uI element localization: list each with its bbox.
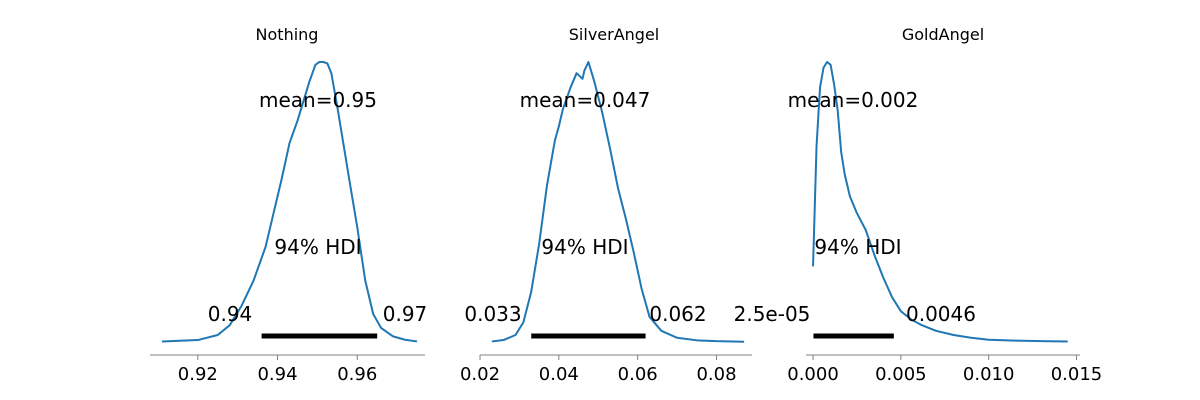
hdi-high-label: 0.062 (649, 302, 706, 326)
hdi-high-label: 0.97 (383, 302, 428, 326)
x-tick-label: 0.010 (963, 364, 1015, 385)
x-tick-label: 0.96 (337, 364, 377, 385)
hdi-low-label: 0.94 (208, 302, 253, 326)
hdi-label: 94% HDI (274, 235, 361, 259)
hdi-high-label: 0.0046 (906, 302, 976, 326)
x-tick-label: 0.02 (460, 364, 500, 385)
panel-title: SilverAngel (569, 25, 659, 44)
mean-label: mean=0.95 (259, 88, 377, 112)
density-curve (491, 61, 745, 343)
hdi-low-label: 0.033 (464, 302, 521, 326)
mean-label: mean=0.047 (520, 88, 651, 112)
x-tick-label: 0.08 (696, 364, 736, 385)
x-tick-label: 0.94 (257, 364, 297, 385)
panel-goldangel: GoldAngel mean=0.002 94% HDI 2.5e-05 0.0046 0… (734, 25, 1103, 385)
x-tick-label: 0.92 (178, 364, 218, 385)
hdi-low-label: 2.5e-05 (734, 302, 811, 326)
x-tick-label: 0.06 (618, 364, 658, 385)
panel-nothing: Nothing mean=0.95 94% HDI 0.94 0.97 0.92 0.94 0… (150, 25, 427, 385)
hdi-label: 94% HDI (541, 235, 628, 259)
x-tick-label: 0.015 (1051, 364, 1103, 385)
x-tick-label: 0.000 (787, 364, 839, 385)
density-curve (161, 61, 418, 343)
density-curve (812, 61, 1068, 343)
x-tick-label: 0.005 (875, 364, 927, 385)
x-tick-label: 0.04 (539, 364, 579, 385)
panel-silverangel: SilverAngel mean=0.047 94% HDI 0.033 0.062 0.… (460, 25, 752, 385)
hdi-label: 94% HDI (814, 235, 901, 259)
panel-title: Nothing (256, 25, 319, 44)
panel-title: GoldAngel (902, 25, 984, 44)
mean-label: mean=0.002 (788, 88, 919, 112)
